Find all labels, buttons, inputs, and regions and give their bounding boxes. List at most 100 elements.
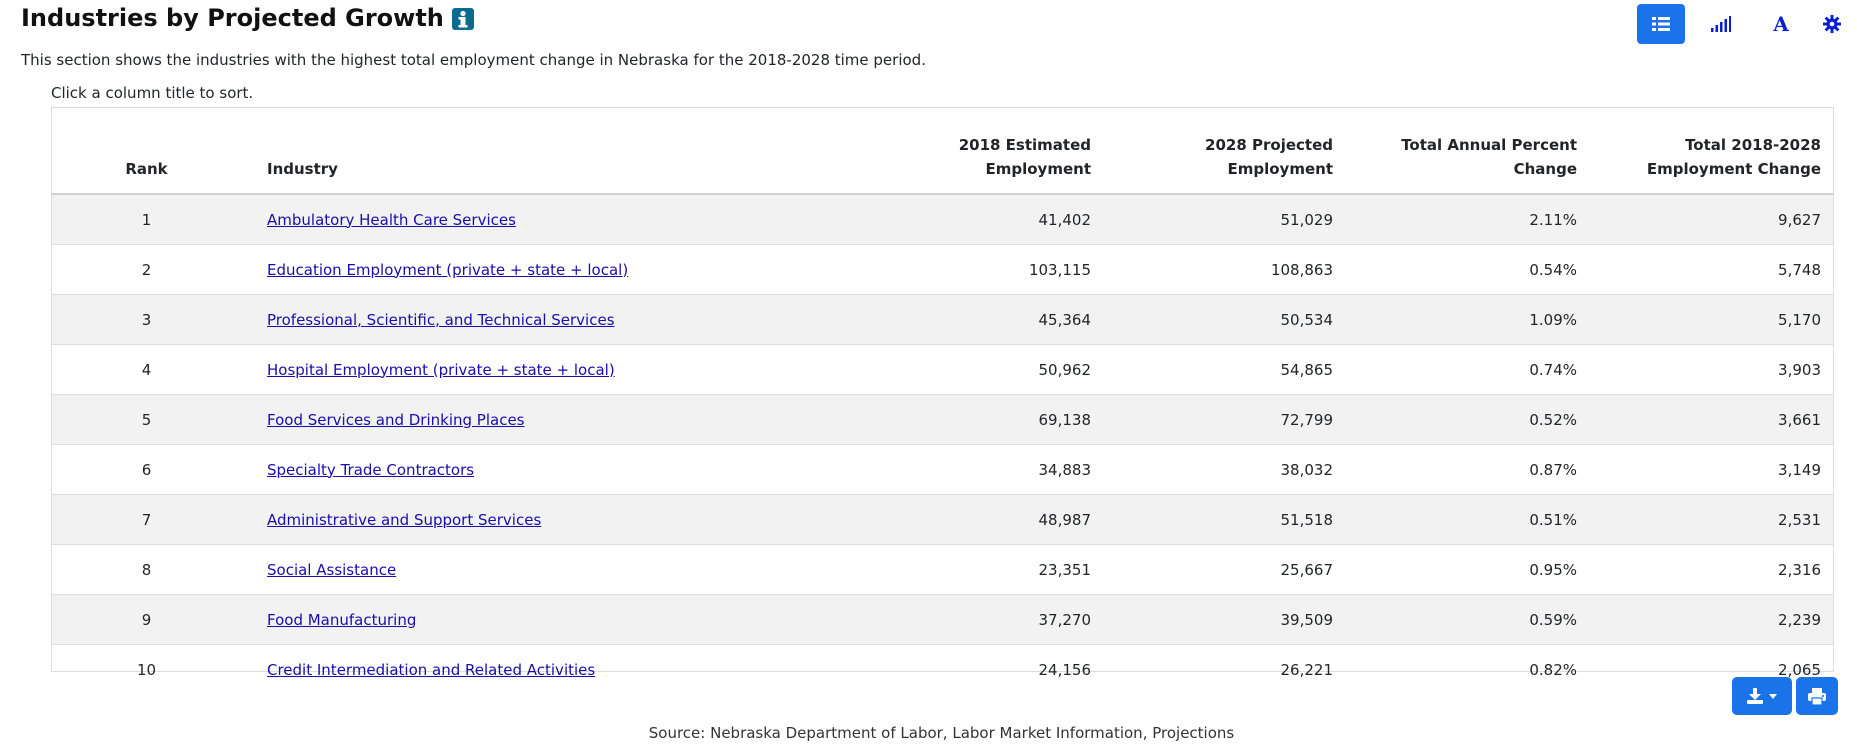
industry-link[interactable]: Hospital Employment (private + state + l… (267, 360, 615, 379)
cell-total-change: 5,748 (1589, 244, 1833, 295)
cell-2028-employment: 72,799 (1103, 394, 1345, 445)
cell-rank: 1 (52, 193, 241, 245)
table-header-row: Rank Industry 2018 Estimated Employment … (52, 108, 1833, 195)
cell-industry: Social Assistance (241, 544, 867, 595)
cell-annual-percent: 0.52% (1345, 394, 1589, 445)
cell-annual-percent: 0.51% (1345, 494, 1589, 545)
cell-2028-employment: 50,534 (1103, 294, 1345, 345)
download-icon (1747, 688, 1763, 704)
table-row: 10 Credit Intermediation and Related Act… (52, 644, 1833, 694)
cell-2018-employment: 37,270 (867, 594, 1103, 645)
cell-industry: Professional, Scientific, and Technical … (241, 294, 867, 345)
cell-2028-employment: 54,865 (1103, 344, 1345, 395)
col-header-total-change[interactable]: Total 2018-2028 Employment Change (1589, 108, 1833, 195)
col-header-2028-employment-label: 2028 Projected Employment (1205, 136, 1333, 178)
settings-button[interactable] (1817, 4, 1847, 44)
cell-industry: Ambulatory Health Care Services (241, 193, 867, 245)
col-header-2018-employment[interactable]: 2018 Estimated Employment (867, 108, 1103, 195)
col-header-total-change-label: Total 2018-2028 Employment Change (1646, 136, 1821, 178)
col-header-2028-employment[interactable]: 2028 Projected Employment (1103, 108, 1345, 195)
cell-rank: 9 (52, 594, 241, 645)
cell-2018-employment: 103,115 (867, 244, 1103, 295)
table-view-button[interactable] (1637, 4, 1685, 44)
source-note: Source: Nebraska Department of Labor, La… (648, 724, 1235, 742)
industries-table-container: Rank Industry 2018 Estimated Employment … (51, 107, 1834, 694)
col-header-annual-percent-label: Total Annual Percent Change (1401, 136, 1577, 178)
download-dropdown-button[interactable] (1732, 677, 1792, 715)
cell-total-change: 3,661 (1589, 394, 1833, 445)
cell-2028-employment: 26,221 (1103, 644, 1345, 694)
table-row: 3 Professional, Scientific, and Technica… (52, 294, 1833, 345)
industry-link[interactable]: Social Assistance (267, 560, 397, 579)
caret-down-icon (1769, 693, 1777, 699)
cell-2018-employment: 34,883 (867, 444, 1103, 495)
industry-link[interactable]: Food Services and Drinking Places (267, 410, 525, 429)
industry-link[interactable]: Administrative and Support Services (267, 510, 542, 529)
cell-industry: Education Employment (private + state + … (241, 244, 867, 295)
cell-total-change: 2,531 (1589, 494, 1833, 545)
text-size-button[interactable]: A (1757, 4, 1805, 44)
industry-link[interactable]: Education Employment (private + state + … (267, 260, 629, 279)
cell-industry: Specialty Trade Contractors (241, 444, 867, 495)
table-row: 1 Ambulatory Health Care Services 41,402… (52, 193, 1833, 245)
cell-annual-percent: 0.95% (1345, 544, 1589, 595)
table-row: 6 Specialty Trade Contractors 34,883 38,… (52, 444, 1833, 495)
cell-total-change: 2,316 (1589, 544, 1833, 595)
settings-gear-icon (1823, 15, 1841, 33)
view-toolbar: A (1625, 4, 1847, 44)
table-row: 7 Administrative and Support Services 48… (52, 494, 1833, 545)
cell-rank: 5 (52, 394, 241, 445)
cell-annual-percent: 0.59% (1345, 594, 1589, 645)
cell-annual-percent: 1.09% (1345, 294, 1589, 345)
chart-view-button[interactable] (1697, 4, 1745, 44)
print-button[interactable] (1796, 677, 1838, 715)
text-size-icon: A (1773, 12, 1789, 36)
cell-rank: 8 (52, 544, 241, 595)
table-row: 2 Education Employment (private + state … (52, 244, 1833, 295)
cell-annual-percent: 0.54% (1345, 244, 1589, 295)
cell-2028-employment: 25,667 (1103, 544, 1345, 595)
cell-2018-employment: 50,962 (867, 344, 1103, 395)
cell-2018-employment: 69,138 (867, 394, 1103, 445)
sort-hint: Click a column title to sort. (51, 84, 254, 102)
industry-link[interactable]: Specialty Trade Contractors (267, 460, 475, 479)
cell-rank: 2 (52, 244, 241, 295)
industry-link[interactable]: Food Manufacturing (267, 610, 417, 629)
cell-industry: Food Manufacturing (241, 594, 867, 645)
cell-rank: 3 (52, 294, 241, 345)
col-header-industry[interactable]: Industry (241, 108, 867, 195)
cell-industry: Credit Intermediation and Related Activi… (241, 644, 867, 694)
cell-total-change: 2,065 (1589, 644, 1833, 694)
cell-2028-employment: 51,518 (1103, 494, 1345, 545)
col-header-annual-percent[interactable]: Total Annual Percent Change (1345, 108, 1589, 195)
col-header-2018-employment-label: 2018 Estimated Employment (958, 136, 1091, 178)
table-row: 9 Food Manufacturing 37,270 39,509 0.59%… (52, 594, 1833, 645)
cell-2018-employment: 41,402 (867, 193, 1103, 245)
cell-2028-employment: 38,032 (1103, 444, 1345, 495)
industry-link[interactable]: Ambulatory Health Care Services (267, 210, 516, 229)
cell-total-change: 3,149 (1589, 444, 1833, 495)
print-icon (1808, 687, 1826, 705)
cell-2028-employment: 51,029 (1103, 193, 1345, 245)
cell-2018-employment: 24,156 (867, 644, 1103, 694)
cell-total-change: 5,170 (1589, 294, 1833, 345)
cell-industry: Food Services and Drinking Places (241, 394, 867, 445)
page-title-text: Industries by Projected Growth (21, 4, 444, 32)
cell-annual-percent: 0.74% (1345, 344, 1589, 395)
cell-total-change: 2,239 (1589, 594, 1833, 645)
table-view-icon (1652, 17, 1670, 31)
table-row: 4 Hospital Employment (private + state +… (52, 344, 1833, 395)
table-row: 5 Food Services and Drinking Places 69,1… (52, 394, 1833, 445)
industry-link[interactable]: Professional, Scientific, and Technical … (267, 310, 615, 329)
cell-rank: 7 (52, 494, 241, 545)
col-header-rank[interactable]: Rank (52, 108, 241, 195)
cell-2028-employment: 39,509 (1103, 594, 1345, 645)
cell-annual-percent: 0.82% (1345, 644, 1589, 694)
info-icon[interactable] (451, 8, 474, 30)
export-buttons (1732, 677, 1838, 715)
table-row: 8 Social Assistance 23,351 25,667 0.95% … (52, 544, 1833, 595)
industry-link[interactable]: Credit Intermediation and Related Activi… (267, 660, 596, 679)
cell-2018-employment: 45,364 (867, 294, 1103, 345)
cell-2018-employment: 23,351 (867, 544, 1103, 595)
cell-rank: 10 (52, 644, 241, 694)
